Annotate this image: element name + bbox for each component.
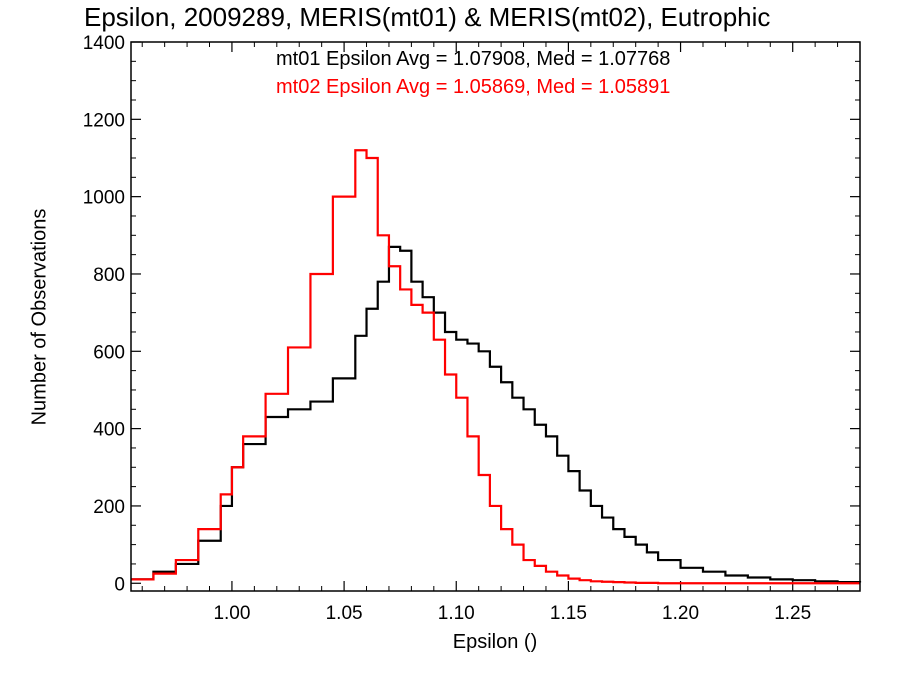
y-tick-label: 400: [93, 420, 125, 441]
x-tick-label: 1.10: [438, 603, 475, 624]
x-axis-label: Epsilon (): [452, 631, 538, 653]
x-tick-label: 1.25: [774, 603, 811, 624]
y-tick-label: 1400: [83, 33, 125, 54]
chart-title: Epsilon, 2009289, MERIS(mt01) & MERIS(mt…: [84, 2, 771, 32]
y-tick-label: 1000: [83, 188, 125, 209]
x-tick-label: 1.05: [326, 603, 363, 624]
y-tick-label: 0: [114, 574, 125, 595]
x-tick-label: 1.15: [550, 603, 587, 624]
x-tick-label: 1.20: [662, 603, 699, 624]
plot-frame: [130, 41, 861, 592]
series-line-mt01: [131, 245, 862, 584]
mt01-stats-annotation: mt01 Epsilon Avg = 1.07908, Med = 1.0776…: [276, 48, 671, 70]
x-tick-label: 1.00: [213, 603, 250, 624]
y-tick-label: 200: [93, 497, 125, 518]
y-tick-label: 600: [93, 342, 125, 363]
series-line-mt02: [131, 149, 860, 585]
y-axis-label: Number of Observations: [28, 208, 51, 426]
mt02-stats-annotation: mt02 Epsilon Avg = 1.05869, Med = 1.0589…: [276, 76, 671, 98]
y-tick-label: 1200: [83, 110, 125, 131]
y-tick-label: 800: [93, 265, 125, 286]
